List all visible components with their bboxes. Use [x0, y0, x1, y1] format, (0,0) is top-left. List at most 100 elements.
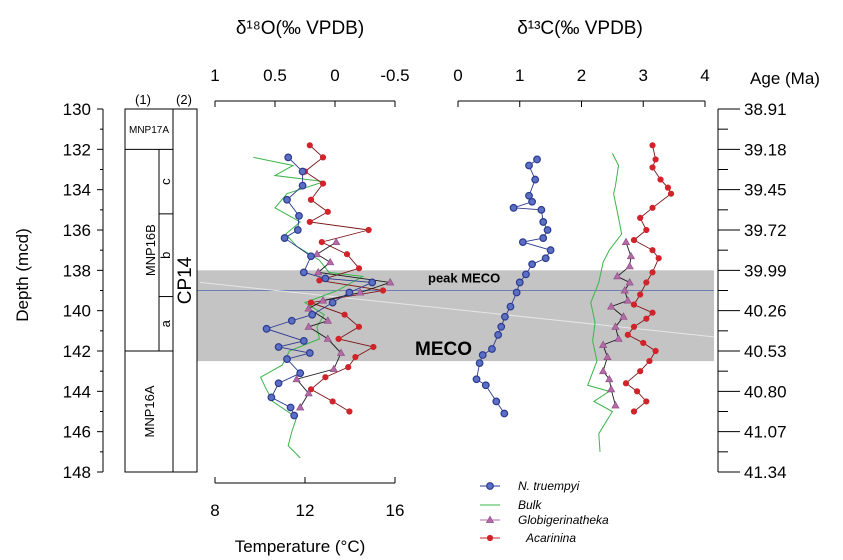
n-truempyi-point	[528, 197, 536, 206]
n-truempyi-point	[283, 195, 291, 204]
acarinina-point	[637, 291, 644, 298]
n-truempyi-point	[478, 351, 487, 359]
globigerinatheka-point	[323, 334, 332, 342]
acarinina-point	[637, 368, 644, 375]
acarinina-point	[652, 156, 659, 163]
globigerinatheka-point	[318, 296, 328, 304]
n-truempyi-point	[475, 359, 484, 368]
temperature-tick-label: 16	[386, 501, 405, 520]
age-tick-label: 38.91	[744, 100, 787, 119]
acarinina-point	[649, 204, 656, 211]
biozonation-columns: MNP17A MNP16B MNP16A c b a CP14	[124, 108, 198, 473]
depth-tick-label: 146	[63, 423, 91, 442]
acarinina-point	[343, 251, 351, 258]
n-truempyi-point	[525, 161, 533, 170]
d18o-n-truempyi-series	[262, 153, 377, 420]
acarinina-point	[637, 214, 644, 221]
d13c-tick-label: 2	[577, 66, 586, 85]
n-truempyi-point	[500, 409, 509, 418]
acarinina-point	[649, 142, 656, 149]
n-truempyi-point	[518, 238, 527, 247]
globigerinatheka-point	[625, 278, 634, 286]
temperature-axis: 8 12 16	[210, 477, 404, 520]
d18o-axis-title: δ¹⁸O(‰ VPDB)	[236, 18, 364, 39]
n-truempyi-point	[295, 211, 303, 220]
acarinina-point	[667, 190, 675, 197]
d13c-acarinina-series	[622, 142, 675, 415]
acarinina-point	[649, 247, 656, 254]
temperature-axis-title: Temperature (°C)	[235, 537, 366, 556]
globigerinatheka-point	[614, 334, 623, 342]
globigerinatheka-point	[625, 261, 634, 270]
age-tick-label: 40.53	[744, 342, 787, 361]
acarinina-point	[335, 335, 342, 342]
n-truempyi-point	[546, 246, 555, 255]
d13c-tick-label: 0	[453, 66, 462, 85]
globigerinatheka-point	[314, 267, 323, 276]
n-truempyi-point	[267, 393, 276, 402]
d18o-globigerinatheka-series	[292, 237, 395, 411]
n-truempyi-point	[501, 312, 509, 321]
n-truempyi-point	[308, 310, 317, 319]
acarinina-point	[630, 323, 638, 330]
n-truempyi-point	[509, 203, 518, 212]
zone-label: MNP17A	[129, 125, 169, 136]
depth-tick-label: 142	[63, 342, 91, 361]
globigerinatheka-point	[304, 322, 313, 330]
acarinina-point	[643, 279, 650, 286]
n-truempyi-point	[539, 218, 548, 226]
globigerinatheka-point	[623, 296, 632, 304]
globigerinatheka-point	[304, 388, 313, 397]
d18o-globigerinatheka-line	[295, 241, 391, 408]
n-truempyi-point	[533, 155, 541, 164]
acarinina-point	[630, 236, 638, 244]
n-truempyi-point	[522, 270, 530, 279]
n-truempyi-point	[299, 337, 308, 345]
acarinina-point	[657, 176, 664, 183]
age-axis-title: Age (Ma)	[750, 69, 820, 88]
d13c-tick-label: 3	[639, 66, 648, 85]
acarinina-point	[649, 309, 656, 316]
globigerinatheka-point	[607, 302, 616, 310]
n-truempyi-point	[512, 288, 521, 297]
acarinina-point	[318, 239, 325, 246]
meco-label: MECO	[415, 339, 472, 360]
n-truempyi-point	[543, 226, 552, 234]
d18o-acarinina-series	[301, 142, 387, 415]
d13c-globigerinatheka-series	[599, 237, 636, 409]
acarinina-point	[346, 408, 353, 415]
acarinina-point	[649, 269, 656, 276]
depth-tick-label: 138	[63, 261, 91, 280]
d13c-axis-title: δ¹³C(‰ VPDB)	[517, 18, 643, 39]
n-truempyi-point	[286, 403, 295, 412]
acarinina-point	[341, 311, 348, 318]
age-tick-label: 39.99	[744, 261, 787, 280]
n-truempyi-point	[345, 288, 354, 297]
globigerinatheka-point	[323, 316, 332, 324]
legend-label: Bulk	[518, 498, 542, 512]
n-truempyi-point	[492, 397, 501, 406]
n-truempyi-point	[298, 167, 307, 176]
d13c-axis: 0 1 2 3 4	[453, 66, 710, 107]
n-truempyi-point	[296, 369, 305, 378]
acarinina-point	[307, 299, 315, 306]
temperature-tick-label: 8	[210, 501, 219, 520]
d13c-bulk-line	[587, 153, 623, 452]
globigerinatheka-point	[332, 237, 341, 245]
n-truempyi-point	[298, 181, 307, 190]
globigerinatheka-point	[329, 364, 338, 373]
subzone-label: a	[158, 319, 173, 327]
acarinina-point	[345, 364, 352, 371]
n-truempyi-point	[494, 330, 503, 339]
globigerinatheka-point	[603, 352, 612, 360]
d13c-tick-label: 1	[515, 66, 524, 85]
acarinina-point	[322, 374, 329, 381]
globigerinatheka-point	[386, 278, 395, 286]
globigerinatheka-point	[613, 271, 622, 280]
n-truempyi-point	[328, 298, 337, 307]
n-truempyi-point	[284, 153, 293, 162]
age-tick-label: 39.72	[744, 221, 787, 240]
acarinina-point	[655, 255, 662, 262]
n-truempyi-point	[525, 191, 533, 200]
